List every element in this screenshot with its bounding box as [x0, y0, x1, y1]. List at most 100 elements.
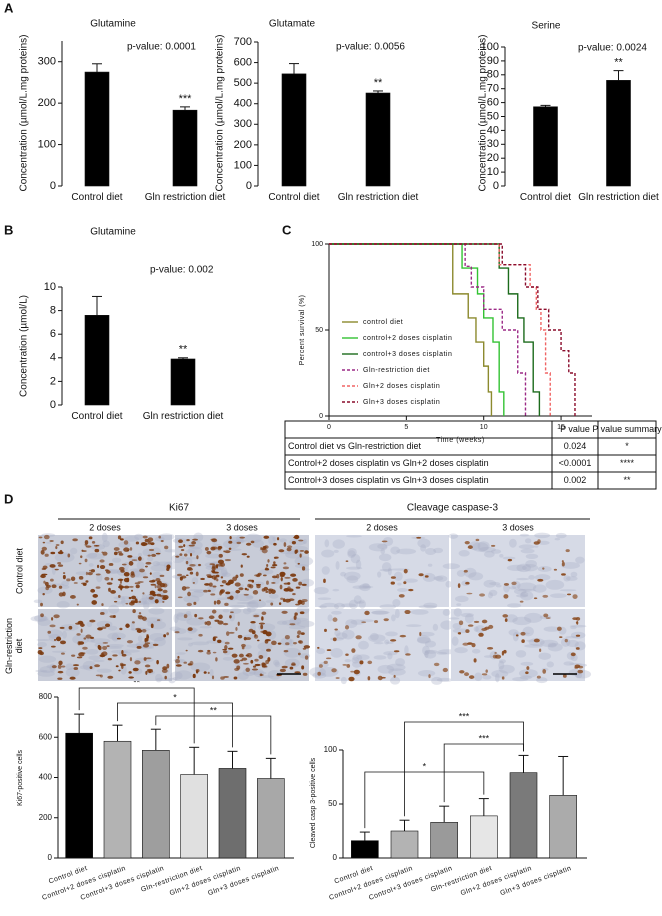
- tissue-texture: [65, 663, 74, 671]
- tissue-texture: [464, 567, 477, 578]
- stained-cell: [113, 547, 120, 552]
- tissue-texture: [332, 539, 345, 549]
- error-bar: [540, 104, 551, 107]
- tissue-texture: [384, 639, 390, 645]
- tissue-texture: [237, 672, 249, 680]
- stained-cell: [164, 545, 169, 550]
- tissue-texture: [37, 642, 47, 648]
- stained-cell: [464, 540, 470, 545]
- stained-cell: [281, 610, 288, 614]
- p-value-annotation: p-value: 0.002: [150, 265, 214, 276]
- tissue-texture: [419, 631, 435, 637]
- significance-bracket: [155, 715, 272, 755]
- tissue-texture: [36, 638, 51, 642]
- tissue-texture: [345, 566, 363, 570]
- stained-cell: [254, 663, 261, 667]
- stained-cell: [298, 539, 304, 542]
- stained-cell: [419, 631, 422, 637]
- tissue-texture: [46, 541, 52, 544]
- stained-cell: [175, 658, 180, 664]
- tissue-texture: [239, 584, 244, 588]
- tissue-texture: [51, 650, 67, 653]
- image-group-title: Ki67: [169, 503, 189, 514]
- stained-cell: [304, 550, 309, 554]
- stained-cell: [543, 613, 549, 618]
- stained-cell: [138, 600, 142, 603]
- stained-cell: [175, 555, 180, 558]
- tissue-texture: [517, 588, 537, 592]
- tissue-texture: [520, 661, 534, 666]
- stained-cell: [102, 642, 109, 644]
- stained-cell: [90, 588, 96, 593]
- tissue-texture: [217, 597, 229, 601]
- tissue-texture: [222, 539, 240, 549]
- tissue-texture: [491, 670, 509, 678]
- stained-cell: [149, 572, 152, 575]
- stained-cell: [185, 560, 189, 565]
- tissue-texture: [33, 599, 43, 604]
- tissue-texture: [321, 566, 330, 575]
- stained-cell: [561, 561, 565, 567]
- micrograph-background: [315, 535, 449, 607]
- tissue-texture: [173, 677, 178, 681]
- micrograph: [448, 607, 592, 684]
- tissue-texture: [111, 649, 128, 654]
- stained-cell: [564, 638, 568, 643]
- stained-cell: [141, 542, 148, 546]
- stained-cell: [230, 611, 234, 614]
- tissue-texture: [387, 567, 392, 576]
- stained-cell: [261, 611, 267, 616]
- stained-cell: [533, 638, 540, 643]
- stained-cell: [291, 540, 296, 545]
- stained-cell: [166, 663, 170, 669]
- tissue-texture: [506, 564, 527, 572]
- stained-cell: [256, 574, 261, 578]
- stained-cell: [68, 625, 73, 630]
- tissue-texture: [417, 635, 431, 644]
- stained-cell: [156, 659, 159, 665]
- tissue-texture: [37, 670, 55, 677]
- tissue-texture: [352, 654, 363, 662]
- stained-cell: [428, 674, 431, 679]
- tissue-texture: [453, 607, 462, 617]
- tissue-texture: [445, 580, 453, 588]
- stained-cell: [203, 589, 208, 593]
- tissue-texture: [560, 637, 571, 647]
- tissue-texture: [347, 548, 357, 557]
- tissue-texture: [206, 640, 226, 644]
- stained-cell: [50, 645, 56, 648]
- tissue-texture: [330, 637, 344, 641]
- stained-cell: [405, 653, 411, 656]
- stained-cell: [335, 677, 340, 679]
- stained-cell: [66, 578, 71, 582]
- tissue-texture: [519, 675, 532, 680]
- y-tick-label: 300: [38, 56, 56, 68]
- tissue-texture: [566, 639, 579, 648]
- bar: [430, 822, 458, 859]
- stained-cell: [208, 615, 215, 620]
- stained-cell: [566, 593, 572, 596]
- stained-cell: [142, 592, 145, 595]
- tissue-texture: [570, 571, 578, 578]
- stained-cell: [289, 623, 296, 626]
- tissue-texture: [269, 593, 279, 599]
- stained-cell: [235, 574, 239, 579]
- stained-cell: [377, 675, 383, 681]
- stained-cell: [266, 648, 271, 652]
- tissue-texture: [507, 603, 522, 608]
- stained-cell: [119, 566, 125, 571]
- stained-cell: [108, 563, 114, 566]
- tissue-texture: [569, 624, 587, 628]
- stained-cell: [228, 540, 233, 544]
- stained-cell: [222, 648, 227, 651]
- x-tick-label: 5: [404, 424, 408, 431]
- tissue-texture: [410, 609, 429, 615]
- stained-cell: [197, 649, 204, 653]
- x-tick-label: Gln restriction diet: [337, 192, 419, 203]
- tissue-texture: [267, 670, 282, 680]
- stained-cell: [418, 573, 424, 577]
- x-tick-label: Gln+3 doses cisplatin: [207, 865, 280, 897]
- table-cell: Control+2 doses cisplatin vs Gln+2 doses…: [288, 458, 489, 468]
- stained-cell: [442, 667, 448, 673]
- stained-cell: [240, 564, 243, 568]
